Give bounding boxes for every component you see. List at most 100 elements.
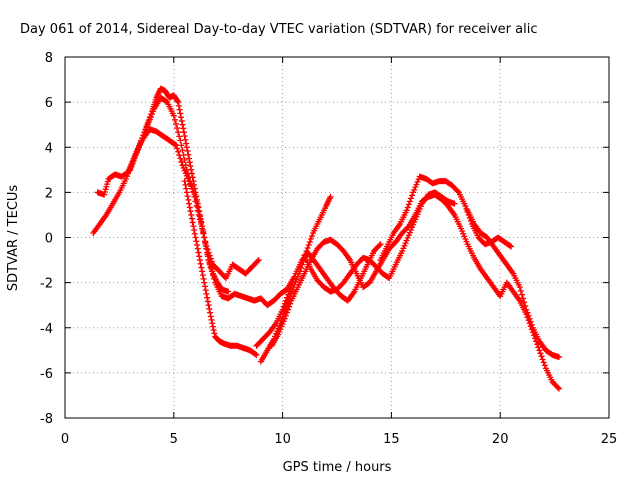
data-point bbox=[183, 185, 190, 192]
data-point bbox=[541, 362, 548, 369]
data-point bbox=[127, 166, 134, 173]
data-point bbox=[194, 245, 201, 252]
data-point bbox=[201, 234, 208, 241]
data-point bbox=[526, 315, 533, 322]
data-point bbox=[188, 211, 195, 218]
data-point bbox=[254, 258, 261, 265]
data-point bbox=[175, 102, 182, 109]
data-point bbox=[192, 193, 199, 200]
data-point bbox=[184, 148, 191, 155]
x-tick-label: 0 bbox=[61, 432, 69, 447]
data-point bbox=[186, 204, 193, 211]
data-point bbox=[178, 117, 185, 124]
data-point bbox=[451, 200, 458, 207]
data-point bbox=[192, 234, 199, 241]
data-point bbox=[283, 294, 290, 301]
data-point bbox=[163, 98, 170, 105]
data-point bbox=[187, 208, 194, 215]
data-point bbox=[527, 318, 534, 325]
data-point bbox=[208, 316, 215, 323]
data-point bbox=[199, 223, 206, 230]
data-point bbox=[282, 297, 289, 304]
data-point bbox=[186, 200, 193, 207]
data-point bbox=[210, 327, 217, 334]
data-point bbox=[523, 306, 530, 313]
data-point bbox=[181, 157, 188, 164]
data-point bbox=[207, 264, 214, 271]
data-point bbox=[202, 287, 209, 294]
data-point bbox=[132, 151, 139, 158]
data-point bbox=[128, 163, 135, 170]
data-point bbox=[528, 321, 535, 328]
data-point bbox=[285, 291, 292, 298]
data-point bbox=[194, 203, 201, 210]
data-point bbox=[176, 152, 183, 159]
data-point bbox=[406, 198, 413, 205]
data-point bbox=[279, 306, 286, 313]
data-point bbox=[178, 142, 185, 149]
data-point bbox=[206, 260, 213, 267]
data-point bbox=[199, 268, 206, 275]
data-point bbox=[206, 305, 213, 312]
data-point bbox=[280, 303, 287, 310]
data-point bbox=[193, 238, 200, 245]
x-tick-label: 25 bbox=[601, 432, 618, 447]
data-point bbox=[204, 298, 211, 305]
data-point bbox=[208, 268, 215, 275]
data-point bbox=[196, 257, 203, 264]
series-track-k bbox=[464, 207, 562, 361]
chart-title: Day 061 of 2014, Sidereal Day-to-day VTE… bbox=[20, 22, 537, 37]
data-point bbox=[306, 239, 313, 246]
data-point bbox=[201, 279, 208, 286]
data-point bbox=[291, 273, 298, 280]
series-track-j bbox=[392, 191, 562, 392]
data-point bbox=[181, 132, 188, 139]
data-point bbox=[506, 242, 513, 249]
data-point bbox=[521, 299, 528, 306]
data-point bbox=[195, 208, 202, 215]
data-point bbox=[174, 125, 181, 132]
data-point bbox=[195, 249, 202, 256]
data-point bbox=[194, 242, 201, 249]
data-point bbox=[170, 112, 177, 119]
data-point bbox=[286, 288, 293, 295]
y-axis-label: SDTVAR / TECUs bbox=[6, 185, 21, 292]
data-point bbox=[211, 330, 218, 337]
data-point bbox=[176, 106, 183, 113]
data-point bbox=[376, 242, 383, 249]
data-point bbox=[252, 351, 259, 358]
data-point bbox=[193, 198, 200, 205]
data-point bbox=[508, 243, 515, 250]
data-point bbox=[203, 245, 210, 252]
data-point bbox=[177, 137, 184, 144]
data-point bbox=[172, 120, 179, 127]
data-point bbox=[179, 121, 186, 128]
data-point bbox=[225, 288, 232, 295]
data-point bbox=[175, 148, 182, 155]
data-point bbox=[178, 158, 185, 165]
data-point bbox=[172, 141, 179, 148]
data-point bbox=[535, 344, 542, 351]
data-point bbox=[131, 154, 138, 161]
data-point bbox=[198, 218, 204, 225]
data-point bbox=[536, 347, 543, 354]
data-point bbox=[377, 241, 384, 248]
data-point bbox=[308, 232, 315, 239]
data-point bbox=[211, 275, 218, 282]
data-point bbox=[207, 313, 214, 320]
data-point bbox=[405, 201, 412, 208]
data-point bbox=[454, 188, 461, 195]
data-point bbox=[283, 309, 290, 316]
data-point bbox=[288, 282, 295, 289]
data-point bbox=[404, 204, 411, 211]
data-point bbox=[190, 223, 197, 230]
data-point bbox=[204, 251, 211, 258]
data-point bbox=[522, 302, 529, 309]
data-point bbox=[185, 196, 192, 203]
data-point bbox=[189, 219, 196, 226]
data-point bbox=[124, 169, 131, 176]
y-tick-label: 6 bbox=[45, 96, 53, 111]
data-point bbox=[187, 163, 194, 170]
data-point bbox=[305, 242, 312, 249]
